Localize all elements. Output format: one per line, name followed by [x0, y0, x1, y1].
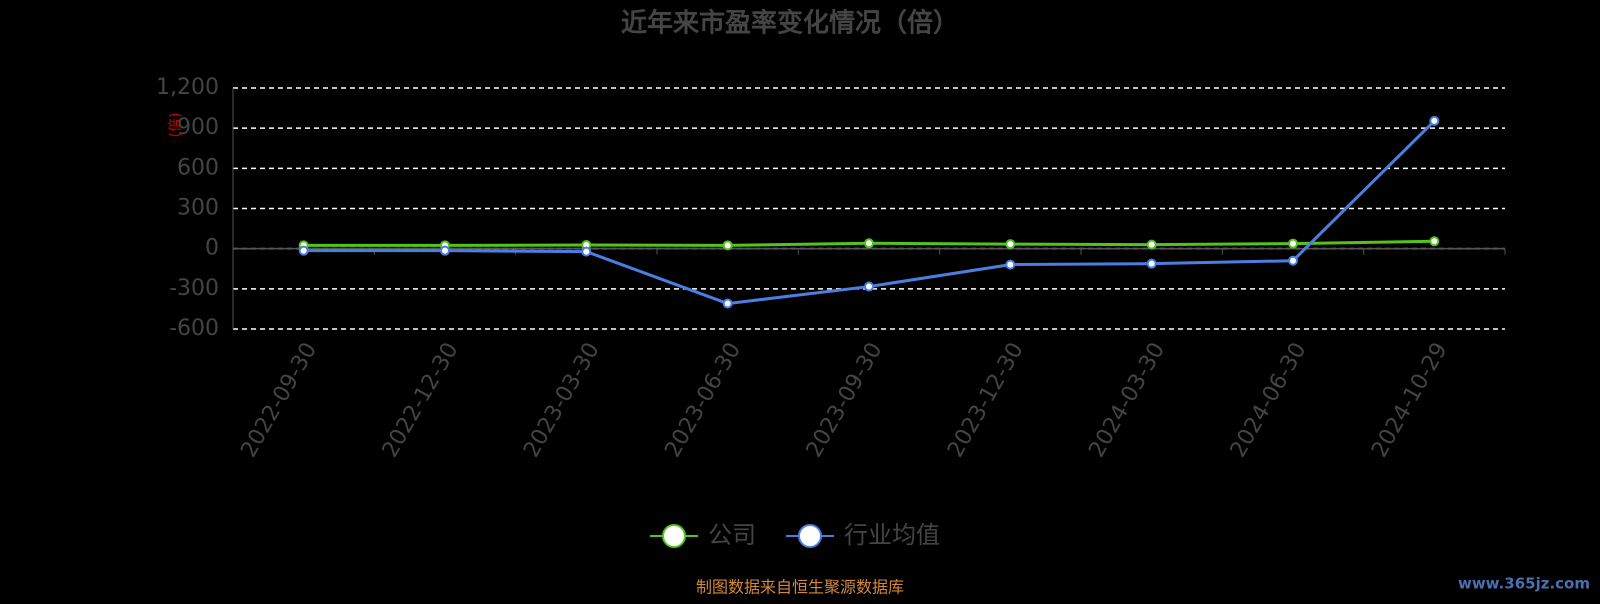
y-tick-label: 0 — [205, 236, 219, 261]
data-point — [864, 238, 874, 249]
y-tick-label: 600 — [177, 155, 219, 180]
legend-marker — [662, 524, 686, 548]
data-point — [1146, 239, 1157, 250]
y-tick-label: 900 — [177, 115, 219, 140]
legend-marker — [798, 524, 822, 548]
y-tick-label: -300 — [169, 276, 219, 301]
data-point — [440, 245, 450, 256]
data-point — [722, 298, 733, 309]
source-note: 制图数据来自恒生聚源数据库 — [696, 578, 904, 597]
chart-title: 近年来市盈率变化情况（倍） — [621, 8, 959, 39]
data-point — [1146, 258, 1157, 269]
y-axis-label: (倍) — [168, 113, 184, 138]
data-point — [864, 281, 874, 292]
y-tick-label: 1,200 — [156, 75, 219, 100]
data-point — [1005, 259, 1016, 270]
y-tick-label: -600 — [169, 316, 219, 341]
data-point — [1429, 115, 1440, 126]
data-point — [1288, 238, 1298, 249]
y-tick-label: 300 — [177, 196, 219, 221]
data-point — [298, 245, 309, 256]
data-point — [722, 240, 733, 251]
data-point — [1429, 236, 1440, 247]
data-point — [1005, 239, 1016, 250]
legend-label: 公司 — [708, 521, 756, 549]
watermark: www.365jz.com — [1458, 575, 1590, 593]
data-point — [1288, 255, 1298, 266]
data-point — [581, 246, 592, 257]
legend-label: 行业均值 — [844, 521, 940, 549]
